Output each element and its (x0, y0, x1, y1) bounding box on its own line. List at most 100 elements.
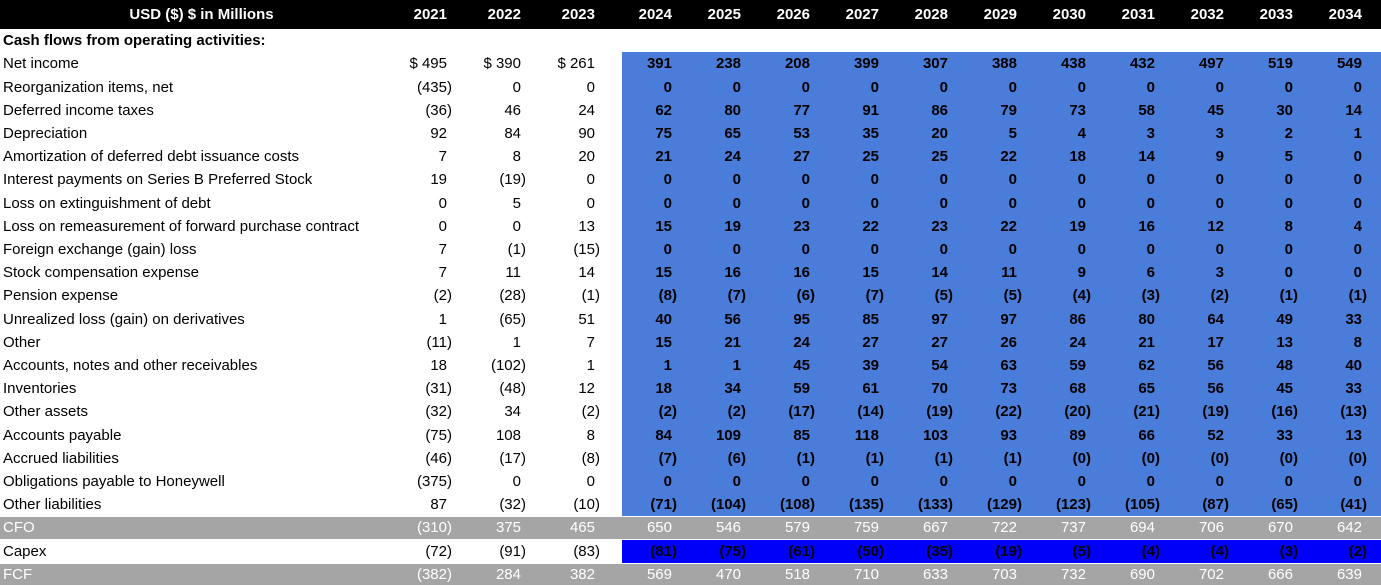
value-cell-2027[interactable]: (135) (829, 493, 898, 517)
value-cell-2033[interactable]: 49 (1243, 307, 1312, 331)
value-cell-2027[interactable]: 91 (829, 98, 898, 122)
value-cell-2022[interactable]: (102) (490, 357, 526, 375)
value-cell-2034[interactable]: 0 (1312, 145, 1381, 169)
value-cell-2025[interactable]: 24 (691, 145, 760, 169)
value-cell-2023[interactable]: 0 (586, 194, 595, 212)
empty-cell[interactable] (1105, 29, 1174, 52)
value-cell-2022[interactable]: 0 (512, 473, 521, 491)
value-cell-2033[interactable]: 0 (1243, 168, 1312, 192)
value-cell-2021[interactable]: 18 (430, 357, 447, 375)
value-cell-2032[interactable]: 706 (1174, 516, 1243, 540)
value-cell-2029[interactable]: (1) (967, 446, 1036, 470)
value-cell-2025[interactable]: 0 (691, 168, 760, 192)
value-cell-2028[interactable]: (5) (898, 284, 967, 308)
value-cell-2022[interactable]: (17) (499, 449, 526, 467)
value-cell-2034[interactable]: 0 (1312, 168, 1381, 192)
value-cell-2024[interactable]: 1 (622, 353, 691, 378)
value-cell-2025[interactable]: 56 (691, 307, 760, 331)
value-cell-2021[interactable]: (310) (400, 516, 474, 540)
value-cell-2023[interactable]: 0 (586, 78, 595, 96)
value-cell-2026[interactable]: (108) (760, 493, 829, 517)
value-cell-2025[interactable]: 65 (691, 121, 760, 146)
value-cell-2022[interactable]: 5 (512, 194, 521, 212)
empty-cell[interactable] (760, 29, 829, 52)
value-cell-2027[interactable]: 35 (829, 121, 898, 146)
value-cell-2024[interactable]: 0 (622, 237, 691, 262)
value-cell-2033[interactable]: 48 (1243, 353, 1312, 378)
value-cell-2027[interactable]: 759 (829, 516, 898, 540)
value-cell-2027[interactable]: 22 (829, 214, 898, 238)
value-cell-2028[interactable]: 103 (898, 423, 967, 447)
value-cell-2027[interactable]: 0 (829, 168, 898, 192)
value-cell-2034[interactable]: 14 (1312, 98, 1381, 122)
value-cell-2027[interactable]: 85 (829, 307, 898, 331)
value-cell-2022[interactable]: 46 (504, 101, 521, 119)
value-cell-2021[interactable]: (32) (425, 403, 452, 421)
value-cell-2027[interactable]: 0 (829, 191, 898, 215)
value-cell-2033[interactable]: (16) (1243, 400, 1312, 424)
value-cell-2033[interactable]: 519 (1243, 52, 1312, 76)
value-cell-2029[interactable]: 97 (967, 307, 1036, 331)
value-cell-2033[interactable]: 666 (1243, 562, 1312, 586)
value-cell-2029[interactable]: 22 (967, 145, 1036, 169)
value-cell-2030[interactable]: 9 (1036, 261, 1105, 285)
value-cell-2024[interactable]: 15 (622, 261, 691, 285)
year-header-2032[interactable]: 2032 (1174, 0, 1243, 29)
value-cell-2024[interactable]: (2) (622, 400, 691, 424)
value-cell-2027[interactable]: 0 (829, 469, 898, 494)
value-cell-2024[interactable]: 0 (622, 75, 691, 99)
value-cell-2028[interactable]: 667 (898, 516, 967, 540)
year-header-2026[interactable]: 2026 (760, 0, 829, 29)
value-cell-2034[interactable]: 0 (1312, 191, 1381, 215)
value-cell-2030[interactable]: 0 (1036, 191, 1105, 215)
value-cell-2030[interactable]: (0) (1036, 446, 1105, 470)
value-cell-2032[interactable]: 0 (1174, 237, 1243, 262)
value-cell-2031[interactable]: 3 (1105, 121, 1174, 146)
value-cell-2033[interactable]: 30 (1243, 98, 1312, 122)
value-cell-2021[interactable]: (375) (416, 473, 452, 491)
value-cell-2023[interactable]: 14 (578, 264, 595, 282)
year-header-2031[interactable]: 2031 (1105, 0, 1174, 29)
value-cell-2033[interactable]: (0) (1243, 446, 1312, 470)
year-header-2022[interactable]: 2022 (474, 0, 548, 29)
value-cell-2028[interactable]: 0 (898, 75, 967, 99)
value-cell-2027[interactable]: 61 (829, 377, 898, 401)
value-cell-2032[interactable]: 3 (1174, 261, 1243, 285)
value-cell-2025[interactable]: 80 (691, 98, 760, 122)
value-cell-2025[interactable]: 470 (691, 562, 760, 586)
row-label[interactable]: Inventories (3, 380, 77, 398)
value-cell-2030[interactable]: 438 (1036, 52, 1105, 76)
row-label[interactable]: Stock compensation expense (3, 264, 199, 282)
value-cell-2031[interactable]: 80 (1105, 307, 1174, 331)
value-cell-2023[interactable]: 0 (586, 473, 595, 491)
value-cell-2032[interactable]: 0 (1174, 75, 1243, 99)
value-cell-2022[interactable]: (32) (499, 496, 526, 514)
value-cell-2022[interactable]: 375 (474, 516, 548, 540)
value-cell-2024[interactable]: 15 (622, 214, 691, 238)
empty-cell[interactable] (829, 29, 898, 52)
value-cell-2031[interactable]: 6 (1105, 261, 1174, 285)
value-cell-2026[interactable]: 0 (760, 191, 829, 215)
value-cell-2026[interactable]: 95 (760, 307, 829, 331)
row-label[interactable]: Other (3, 333, 41, 351)
value-cell-2034[interactable]: (13) (1312, 400, 1381, 424)
value-cell-2022[interactable]: (28) (499, 287, 526, 305)
value-cell-2022[interactable]: 11 (505, 264, 521, 282)
value-cell-2023[interactable]: (8) (581, 449, 600, 467)
value-cell-2025[interactable]: 1 (691, 353, 760, 378)
row-label[interactable]: Loss on remeasurement of forward purchas… (3, 217, 360, 235)
value-cell-2034[interactable]: 639 (1312, 562, 1381, 586)
value-cell-2031[interactable]: (0) (1105, 446, 1174, 470)
value-cell-2022[interactable]: (65) (499, 310, 526, 328)
value-cell-2034[interactable]: 33 (1312, 307, 1381, 331)
value-cell-2028[interactable]: 0 (898, 469, 967, 494)
value-cell-2023[interactable]: (2) (581, 403, 600, 421)
value-cell-2023[interactable]: (1) (581, 287, 600, 305)
value-cell-2031[interactable]: 0 (1105, 469, 1174, 494)
empty-cell[interactable] (622, 29, 691, 52)
value-cell-2031[interactable]: 0 (1105, 191, 1174, 215)
value-cell-2022[interactable]: 0 (512, 78, 521, 96)
value-cell-2032[interactable]: 56 (1174, 377, 1243, 401)
value-cell-2027[interactable]: 118 (829, 423, 898, 447)
value-cell-2022[interactable]: 34 (504, 403, 521, 421)
